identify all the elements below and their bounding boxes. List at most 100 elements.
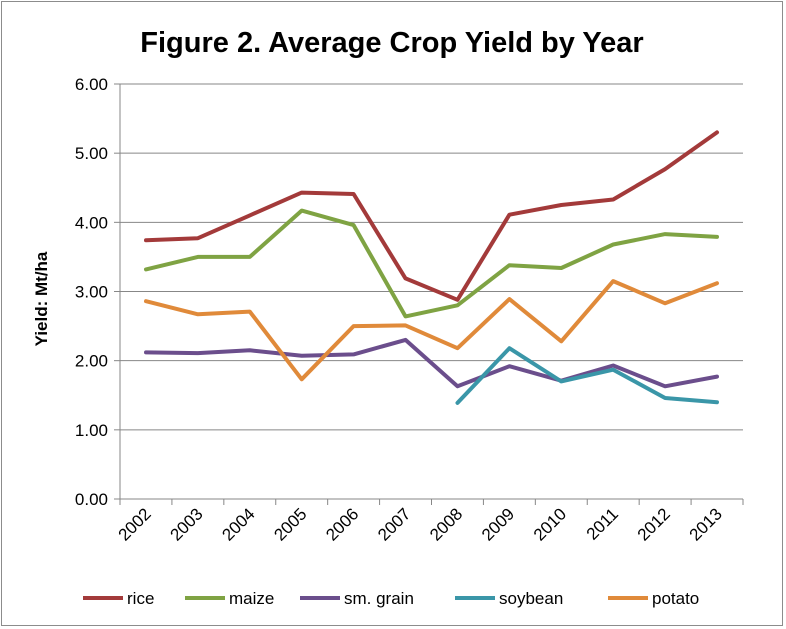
legend: rice maize sm. grain soybean potato <box>83 589 699 608</box>
data-point <box>144 238 148 242</box>
x-tick-label: 2008 <box>426 504 466 544</box>
x-tick-label: 2003 <box>167 504 207 544</box>
data-point <box>663 167 667 171</box>
chart-title: Figure 2. Average Crop Yield by Year <box>140 27 643 59</box>
legend-item: maize <box>185 589 274 608</box>
series-line <box>144 130 719 302</box>
data-point <box>611 368 615 372</box>
x-tick-label: 2012 <box>634 504 674 544</box>
data-point <box>559 203 563 207</box>
data-point <box>144 299 148 303</box>
y-tick-label: 6.00 <box>75 75 108 94</box>
data-point <box>611 242 615 246</box>
data-point <box>715 235 719 239</box>
data-point <box>507 364 511 368</box>
data-point <box>715 375 719 379</box>
data-point <box>455 303 459 307</box>
legend-label: soybean <box>499 589 563 608</box>
data-point <box>455 346 459 350</box>
data-point <box>404 276 408 280</box>
y-tick-labels: 0.00 1.00 2.00 3.00 4.00 5.00 6.00 <box>75 75 108 509</box>
data-point <box>300 209 304 213</box>
axes <box>114 83 744 505</box>
data-point <box>404 338 408 342</box>
data-point <box>300 377 304 381</box>
data-point <box>352 324 356 328</box>
data-point <box>196 236 200 240</box>
y-tick-label: 1.00 <box>75 421 108 440</box>
legend-label: potato <box>652 589 699 608</box>
data-point <box>404 323 408 327</box>
data-point <box>715 130 719 134</box>
data-point <box>455 384 459 388</box>
series-soybean <box>455 346 719 405</box>
data-point <box>352 192 356 196</box>
data-point <box>196 255 200 259</box>
data-point <box>455 298 459 302</box>
legend-item: soybean <box>455 589 563 608</box>
data-point <box>352 223 356 227</box>
data-point <box>404 314 408 318</box>
x-tick-label: 2013 <box>686 504 726 544</box>
series-line <box>144 279 719 382</box>
x-tick-label: 2010 <box>530 504 570 544</box>
data-point <box>455 401 459 405</box>
series-line <box>144 337 719 389</box>
y-tick-label: 2.00 <box>75 352 108 371</box>
legend-label: sm. grain <box>344 589 414 608</box>
data-point <box>611 198 615 202</box>
x-tick-labels: 2002 2003 2004 2005 2006 2007 2008 2009 2010 2011… <box>115 504 726 544</box>
y-tick-label: 0.00 <box>75 490 108 509</box>
data-point <box>559 266 563 270</box>
x-tick-label: 2005 <box>270 504 310 544</box>
legend-item: potato <box>608 589 699 608</box>
series-line <box>455 346 719 405</box>
data-point <box>663 384 667 388</box>
data-point <box>611 364 615 368</box>
series-maize <box>144 208 719 319</box>
series-lines <box>144 130 719 405</box>
data-point <box>559 379 563 383</box>
data-point <box>300 354 304 358</box>
y-tick-label: 4.00 <box>75 213 108 232</box>
series-rice <box>144 130 719 302</box>
x-tick-label: 2004 <box>218 504 258 544</box>
y-tick-label: 3.00 <box>75 283 108 302</box>
data-point <box>507 346 511 350</box>
data-point <box>507 213 511 217</box>
data-point <box>196 312 200 316</box>
data-point <box>248 255 252 259</box>
y-axis-title: Yield: Mt/ha <box>32 251 51 346</box>
data-point <box>507 297 511 301</box>
data-point <box>196 351 200 355</box>
data-point <box>300 191 304 195</box>
data-point <box>663 232 667 236</box>
data-point <box>663 301 667 305</box>
data-point <box>611 279 615 283</box>
legend-label: rice <box>127 589 154 608</box>
data-point <box>663 396 667 400</box>
legend-item: sm. grain <box>300 589 414 608</box>
x-tick-label: 2002 <box>115 504 155 544</box>
data-point <box>248 213 252 217</box>
data-point <box>352 352 356 356</box>
x-tick-label: 2009 <box>478 504 518 544</box>
legend-item: rice <box>83 589 154 608</box>
x-tick-label: 2011 <box>583 504 622 543</box>
gridlines <box>120 83 743 431</box>
data-point <box>248 348 252 352</box>
data-point <box>715 281 719 285</box>
data-point <box>559 339 563 343</box>
x-tick-label: 2007 <box>374 504 414 544</box>
y-tick-label: 5.00 <box>75 144 108 163</box>
legend-label: maize <box>229 589 274 608</box>
data-point <box>144 267 148 271</box>
data-point <box>715 400 719 404</box>
data-point <box>144 350 148 354</box>
series-line <box>144 208 719 319</box>
data-point <box>507 263 511 267</box>
x-tick-label: 2006 <box>322 504 362 544</box>
data-point <box>248 310 252 314</box>
